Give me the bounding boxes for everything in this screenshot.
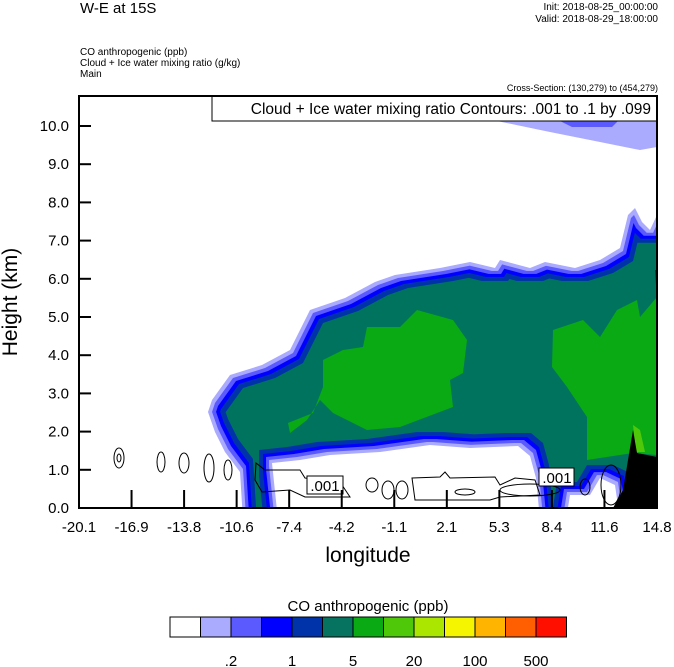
colorbar-label: .2	[225, 653, 238, 667]
field-co: CO anthropogenic (ppb)	[80, 47, 188, 58]
x-tick-label: -16.9	[114, 519, 148, 536]
colorbar-swatch	[169, 616, 201, 638]
co-level-7	[633, 425, 645, 452]
time-info: Init: 2018-08-25_00:00:00 Valid: 2018-08…	[535, 2, 658, 26]
co-region-upper-core	[560, 121, 618, 127]
plot-title: W-E at 15S	[80, 0, 157, 17]
field-main: Main	[80, 69, 102, 80]
co-field: .001 .001	[113, 96, 657, 508]
x-tick-label: -4.2	[329, 519, 355, 536]
x-tick-label: -10.6	[220, 519, 254, 536]
cross-section-label: Cross-Section: (130,279) to (454,279)	[506, 83, 658, 93]
colorbar-swatch	[352, 616, 384, 638]
x-tick-label: 2.1	[436, 519, 457, 536]
colorbar-swatch	[230, 616, 262, 638]
colorbar-swatch	[200, 616, 232, 638]
axes: -20.1 -16.9 -13.8 -10.6 -7.4 -4.2 -1.1 2.1 5.3 8.…	[40, 118, 672, 536]
y-tick-label: 1.0	[48, 462, 69, 479]
y-tick-label: 5.0	[48, 309, 69, 326]
colorbar-label: 100	[462, 653, 487, 667]
contour-info-box	[211, 95, 658, 122]
co-level-6-east	[552, 297, 657, 460]
contour-info: Cloud + Ice water mixing ratio Contours:…	[251, 101, 651, 118]
x-tick-label: -13.8	[167, 519, 201, 536]
init-time: Init: 2018-08-25_00:00:00	[543, 2, 658, 13]
colorbar-swatch	[261, 616, 293, 638]
colorbar-label: 1	[288, 653, 296, 667]
x-tick-label: 8.4	[541, 519, 562, 536]
terrain	[613, 430, 657, 508]
x-tick-label: 14.8	[642, 519, 671, 536]
colorbar-label: 500	[523, 653, 548, 667]
y-tick-label: 0.0	[48, 500, 69, 517]
colorbar-swatch	[383, 616, 415, 638]
co-level-6-west	[288, 310, 467, 433]
colorbar-swatch	[535, 616, 567, 638]
field-cloud: Cloud + Ice water mixing ratio (g/kg)	[80, 58, 241, 69]
y-tick-label: 7.0	[48, 233, 69, 250]
x-tick-label: -20.1	[62, 519, 96, 536]
valid-time: Valid: 2018-08-29_18:00:00	[535, 14, 658, 25]
y-tick-label: 2.0	[48, 424, 69, 441]
colorbar-swatch	[291, 616, 323, 638]
colorbar-swatch	[444, 616, 476, 638]
y-axis-title: Height (km)	[0, 248, 22, 357]
y-tick-label: 6.0	[48, 271, 69, 288]
plot-frame	[78, 95, 658, 509]
colorbar-label: 20	[406, 653, 423, 667]
colorbar: .2 1 5 20 100 500	[169, 616, 567, 667]
colorbar-title: CO anthropogenic (ppb)	[288, 598, 449, 615]
colorbar-swatch	[474, 616, 506, 638]
x-tick-label: -1.1	[381, 519, 407, 536]
contour-labels: .001 .001	[306, 467, 575, 495]
x-tick-label: 11.6	[590, 519, 618, 536]
cloud-contours	[113, 269, 657, 506]
x-axis-title: longitude	[325, 544, 410, 567]
y-tick-label: 8.0	[48, 194, 69, 211]
colorbar-label: 5	[349, 653, 357, 667]
y-tick-label: 3.0	[48, 385, 69, 402]
colorbar-swatch	[322, 616, 354, 638]
x-tick-label: -7.4	[276, 519, 302, 536]
y-tick-label: 4.0	[48, 347, 69, 364]
contour-label: .001	[542, 470, 571, 487]
contour-label: .001	[310, 478, 339, 495]
y-tick-label: 9.0	[48, 156, 69, 173]
y-tick-label: 10.0	[40, 118, 69, 135]
colorbar-swatch	[413, 616, 445, 638]
field-list: CO anthropogenic (ppb) Cloud + Ice water…	[80, 47, 240, 80]
x-tick-label: 5.3	[489, 519, 510, 536]
colorbar-swatch	[505, 616, 537, 638]
